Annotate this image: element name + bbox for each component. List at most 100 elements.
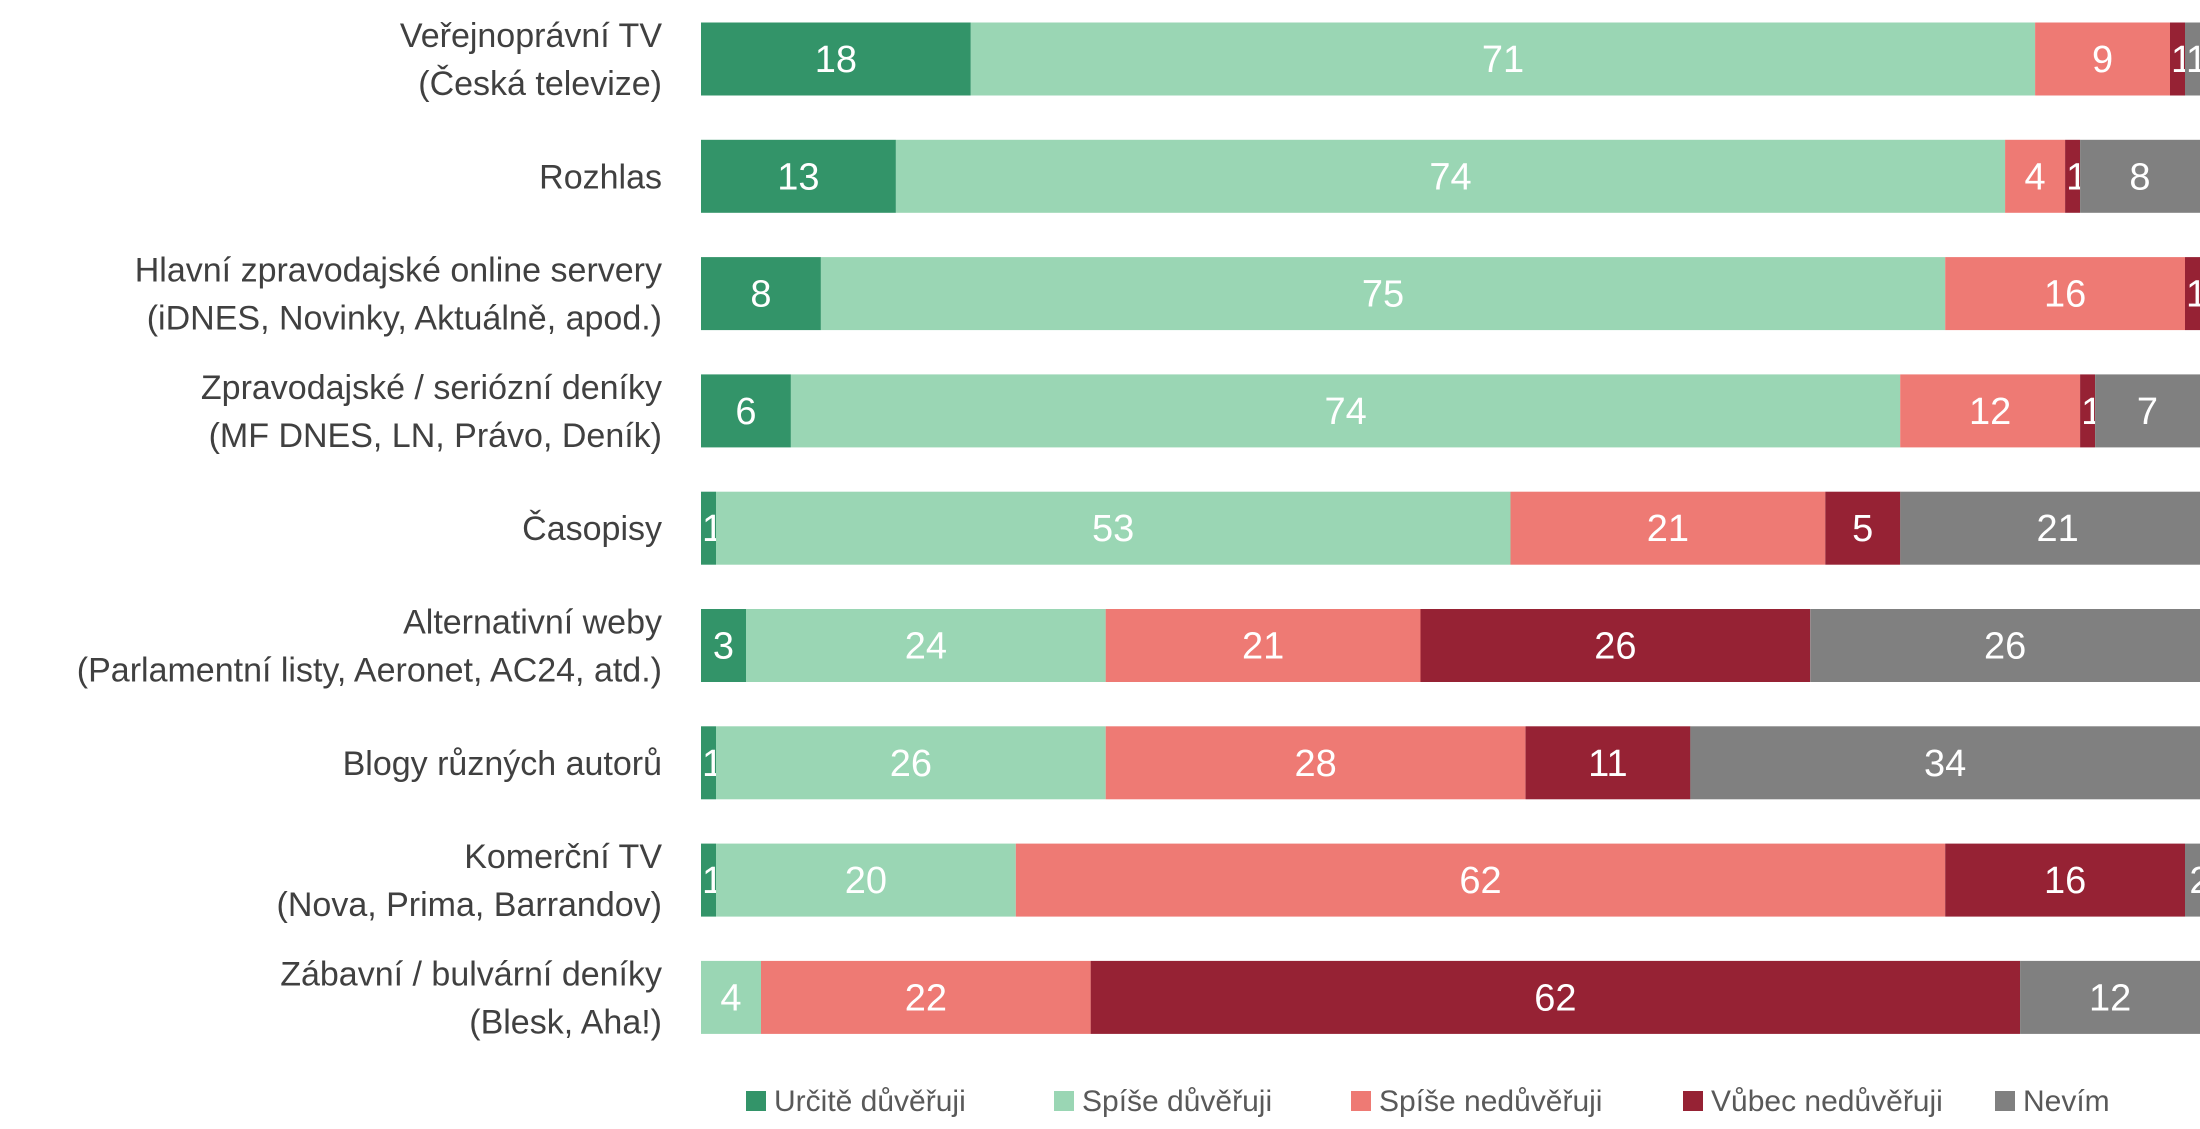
bar-segment xyxy=(895,139,2006,213)
data-label: 11 xyxy=(1588,743,1627,785)
data-label: 21 xyxy=(2036,508,2078,550)
legend-swatch xyxy=(1351,1091,1371,1111)
bar-segment xyxy=(1945,843,2185,917)
bar-segment xyxy=(2080,374,2096,448)
data-label: 1 xyxy=(2186,274,2200,316)
data-label: 16 xyxy=(2044,274,2086,316)
legend: Určitě důvěřuji Spíše důvěřuji Spíše nedův… xyxy=(746,1085,2110,1118)
bar-segment xyxy=(701,374,791,448)
data-label: 74 xyxy=(1324,391,1366,433)
category-label: Veřejnoprávní TV (Česká televize) xyxy=(400,17,662,103)
bar-segment xyxy=(1900,491,2200,565)
bar-segment xyxy=(1510,491,1826,565)
bar-segment xyxy=(1105,609,1421,682)
data-label: 62 xyxy=(1459,860,1501,902)
data-label: 12 xyxy=(1969,391,2011,433)
bar-segment xyxy=(746,609,1106,682)
bar-segment xyxy=(701,22,971,96)
data-label: 26 xyxy=(1984,626,2026,668)
bar-segment xyxy=(2185,22,2200,96)
legend-swatch xyxy=(1054,1091,1074,1111)
legend-swatch xyxy=(1683,1091,1703,1111)
data-label: 8 xyxy=(750,274,771,316)
legend-label: Vůbec nedůvěřuji xyxy=(1711,1085,1943,1118)
bar-segment xyxy=(2185,843,2200,917)
legend-label: Určitě důvěřuji xyxy=(774,1085,966,1118)
bar-segment xyxy=(1690,726,2200,800)
bar-segment xyxy=(2020,960,2200,1034)
bar-segment xyxy=(701,257,821,331)
data-label: 16 xyxy=(2044,860,2086,902)
bar-segment xyxy=(1090,960,2021,1034)
data-label: 22 xyxy=(905,977,947,1019)
legend-label: Nevím xyxy=(2023,1085,2110,1118)
data-label: 4 xyxy=(2025,156,2046,198)
data-label: 13 xyxy=(777,156,819,198)
bar-segment xyxy=(716,726,1106,800)
bar-segment xyxy=(970,22,2036,96)
bar-segment xyxy=(2080,139,2200,213)
legend-swatch xyxy=(746,1091,766,1111)
data-label: 8 xyxy=(2129,156,2150,198)
data-label: 28 xyxy=(1294,743,1336,785)
data-label: 62 xyxy=(1534,977,1576,1019)
category-label: Blogy různých autorů xyxy=(343,745,662,783)
data-label: 6 xyxy=(735,391,756,433)
bar-segment xyxy=(1105,726,1526,800)
data-label: 26 xyxy=(1594,626,1636,668)
category-label: Hlavní zpravodajské online servery (iDNES… xyxy=(135,252,662,338)
bar-segment xyxy=(2035,22,2170,96)
legend-label: Spíše nedůvěřuji xyxy=(1379,1085,1602,1118)
data-label: 18 xyxy=(815,39,857,81)
bar-segment xyxy=(1810,609,2200,682)
data-label: 12 xyxy=(2089,977,2131,1019)
bar-segment xyxy=(716,491,1511,565)
category-label: Zábavní / bulvární deníky (Blesk, Aha!) xyxy=(280,955,662,1041)
bar-segment xyxy=(2170,22,2185,96)
data-label: 53 xyxy=(1092,508,1134,550)
legend-swatch xyxy=(1995,1091,2015,1111)
data-label: 71 xyxy=(1482,39,1524,81)
data-label: 5 xyxy=(1852,508,1873,550)
bar-segment xyxy=(701,139,896,213)
bar-segment xyxy=(790,374,1901,448)
category-label: Zpravodajské / seriózní deníky (MF DNES, … xyxy=(201,369,662,455)
category-label: Rozhlas xyxy=(539,158,662,196)
data-label: 7 xyxy=(2137,391,2158,433)
data-label: 1 xyxy=(2186,39,2200,81)
bar-segment xyxy=(701,609,746,682)
category-label: Komerční TV (Nova, Prima, Barrandov) xyxy=(277,838,663,924)
bar-segment xyxy=(1825,491,1901,565)
data-label: 21 xyxy=(1647,508,1689,550)
bar-segment xyxy=(701,960,761,1034)
data-label: 2 xyxy=(2189,860,2200,902)
bar-segment xyxy=(761,960,1091,1034)
bar-segment xyxy=(716,843,1016,917)
category-labels: Veřejnoprávní TV (Česká televize) Rozhlas H… xyxy=(77,17,663,1041)
category-label: Časopisy xyxy=(522,510,662,548)
bar-segment xyxy=(1525,726,1691,800)
data-label: 24 xyxy=(905,626,947,668)
legend-label: Spíše důvěřuji xyxy=(1082,1085,1272,1118)
bar-segment xyxy=(1945,257,2185,331)
bar-segment xyxy=(701,726,716,800)
bar-segment xyxy=(701,843,716,917)
data-label: 21 xyxy=(1242,626,1284,668)
data-label: 3 xyxy=(713,626,734,668)
data-label: 9 xyxy=(2092,39,2113,81)
data-label: 4 xyxy=(720,977,741,1019)
data-label: 26 xyxy=(890,743,932,785)
bar-segment xyxy=(1015,843,1946,917)
bar-segment xyxy=(1900,374,2081,448)
bar-segment xyxy=(2095,374,2200,448)
bar-segment xyxy=(2005,139,2066,213)
bar-segment xyxy=(1420,609,1811,682)
data-label: 75 xyxy=(1362,274,1404,316)
bar-segment xyxy=(2185,257,2200,331)
category-label: Alternativní weby (Parlamentní listy, Aer… xyxy=(77,604,662,690)
data-label: 34 xyxy=(1924,743,1966,785)
bar-segment xyxy=(820,257,1946,331)
data-label: 74 xyxy=(1429,156,1471,198)
